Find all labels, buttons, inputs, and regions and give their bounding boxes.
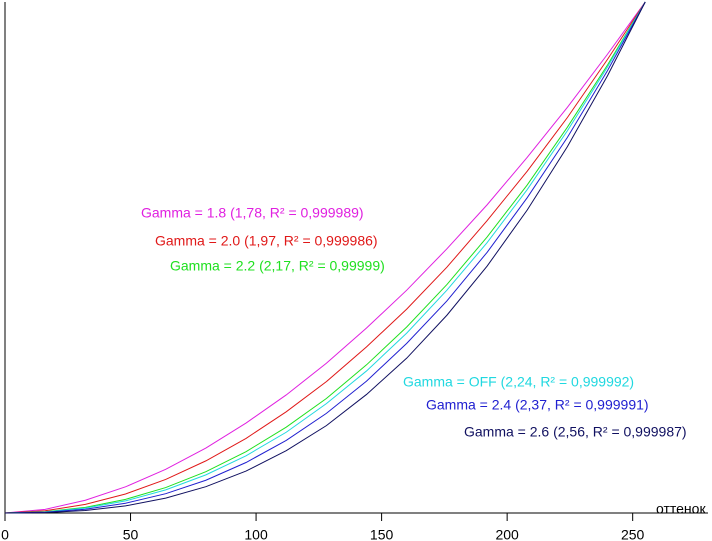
legend-label: Gamma = 2.6 (2,56, R² = 0,999987) xyxy=(464,424,687,440)
series-line xyxy=(4,1,646,514)
x-tick-label: 0 xyxy=(1,527,9,541)
series-line xyxy=(4,1,646,514)
legend-label: Gamma = 2.2 (2,17, R² = 0,99999) xyxy=(170,258,385,274)
series-line xyxy=(4,1,646,514)
x-tick-label: 50 xyxy=(123,527,139,541)
x-axis-label: оттенок xyxy=(656,501,706,517)
legend-label: Gamma = OFF (2,24, R² = 0,999992) xyxy=(403,374,634,390)
x-tick-label: 100 xyxy=(244,527,268,541)
legend-label: Gamma = 1.8 (1,78, R² = 0,999989) xyxy=(141,205,364,221)
series-line xyxy=(4,1,646,514)
legend-label: Gamma = 2.0 (1,97, R² = 0,999986) xyxy=(155,233,378,249)
legend-label: Gamma = 2.4 (2,37, R² = 0,999991) xyxy=(426,397,649,413)
series-line xyxy=(4,1,646,514)
x-tick-label: 150 xyxy=(370,527,394,541)
x-tick-label: 200 xyxy=(495,527,519,541)
series-line xyxy=(4,1,646,514)
x-tick-label: 250 xyxy=(621,527,645,541)
